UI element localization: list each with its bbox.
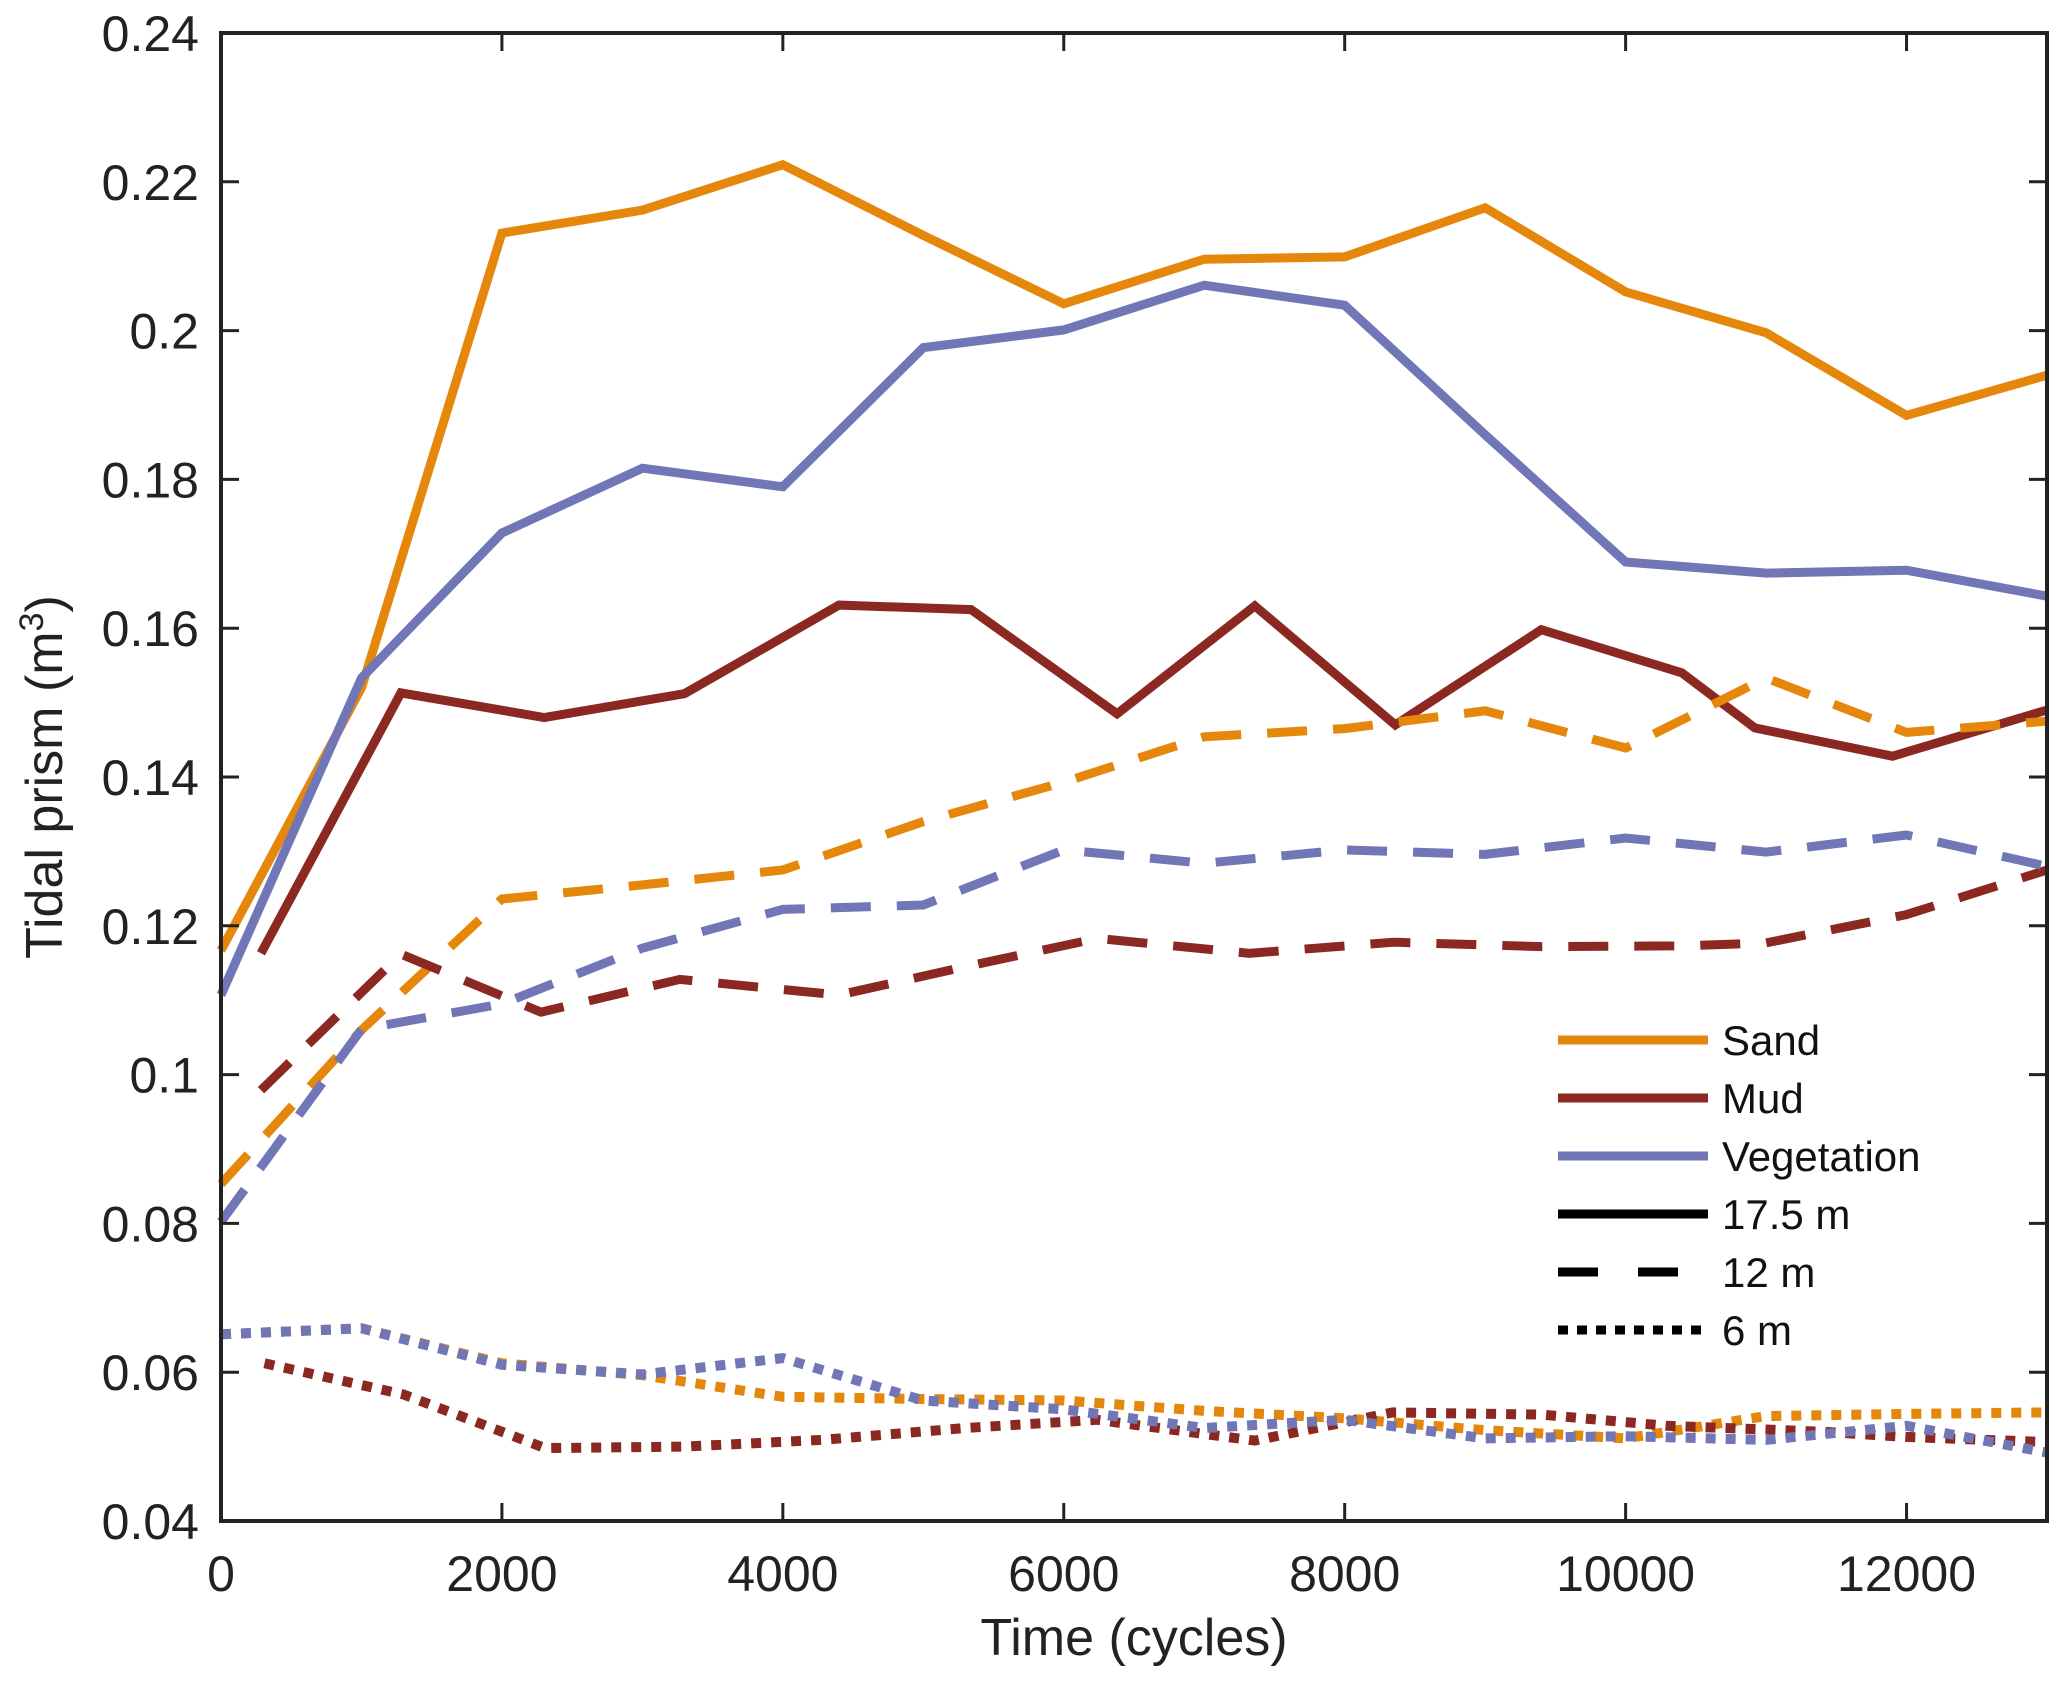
x-tick-label: 10000: [1556, 1546, 1695, 1602]
legend: Sand Mud Vegetation 17.5 m 12 m 6 m: [1558, 1017, 1921, 1354]
series-line-vegetation-17-5-m: [216, 280, 2048, 997]
axis-ticks: 0 2000 4000 6000 8000 10000 12000 0.04 0.06 0.08 0…: [102, 6, 2047, 1602]
y-tick-label: 0.18: [102, 452, 199, 508]
y-tick-label: 0.2: [129, 304, 199, 360]
legend-label: Sand: [1722, 1017, 1820, 1064]
y-tick-label: 0.06: [102, 1345, 199, 1401]
x-tick-label: 12000: [1837, 1546, 1976, 1602]
y-axis-label: Tidal prism (m3): [13, 595, 74, 959]
legend-item-12-m: 12 m: [1558, 1249, 1815, 1296]
x-tick-label: 8000: [1289, 1546, 1400, 1602]
y-axis-label-suffix: ): [16, 595, 74, 612]
legend-item-vegetation: Vegetation: [1558, 1133, 1921, 1180]
series-layer: [216, 159, 2049, 1458]
legend-item-mud: Mud: [1558, 1075, 1804, 1122]
y-tick-label: 0.08: [102, 1196, 199, 1252]
x-tick-label: 4000: [727, 1546, 838, 1602]
x-tick-label: 2000: [446, 1546, 557, 1602]
y-tick-label: 0.04: [102, 1494, 199, 1550]
legend-label: Mud: [1722, 1075, 1804, 1122]
legend-label: Vegetation: [1722, 1133, 1921, 1180]
y-tick-label: 0.1: [129, 1048, 199, 1104]
y-tick-label: 0.16: [102, 601, 199, 657]
series-line-sand-12-m: [217, 673, 2048, 1188]
series-line-mud-17-5-m: [257, 600, 2049, 956]
legend-item-sand: Sand: [1558, 1017, 1820, 1064]
y-tick-label: 0.12: [102, 899, 199, 955]
x-tick-label: 0: [207, 1546, 235, 1602]
y-tick-label: 0.22: [102, 155, 199, 211]
legend-label: 6 m: [1722, 1307, 1792, 1354]
x-tick-label: 6000: [1008, 1546, 1119, 1602]
legend-label: 12 m: [1722, 1249, 1815, 1296]
series-line-mud-6-m: [263, 1358, 2048, 1454]
series-line-sand-17-5-m: [217, 159, 2049, 953]
series-line-mud-12-m: [257, 865, 2049, 1094]
legend-item-17-5-m: 17.5 m: [1558, 1191, 1850, 1238]
y-axis-label-superscript: 3: [13, 612, 51, 631]
legend-item-6-m: 6 m: [1558, 1307, 1792, 1354]
y-axis-label-main: Tidal prism (m: [16, 631, 74, 958]
series-line-vegetation-12-m: [217, 830, 2048, 1225]
y-tick-label: 0.14: [102, 750, 199, 806]
series-line-vegetation-6-m: [220, 1323, 2048, 1458]
y-tick-label: 0.24: [102, 6, 199, 62]
x-axis-label: Time (cycles): [980, 1609, 1287, 1667]
legend-label: 17.5 m: [1722, 1191, 1850, 1238]
